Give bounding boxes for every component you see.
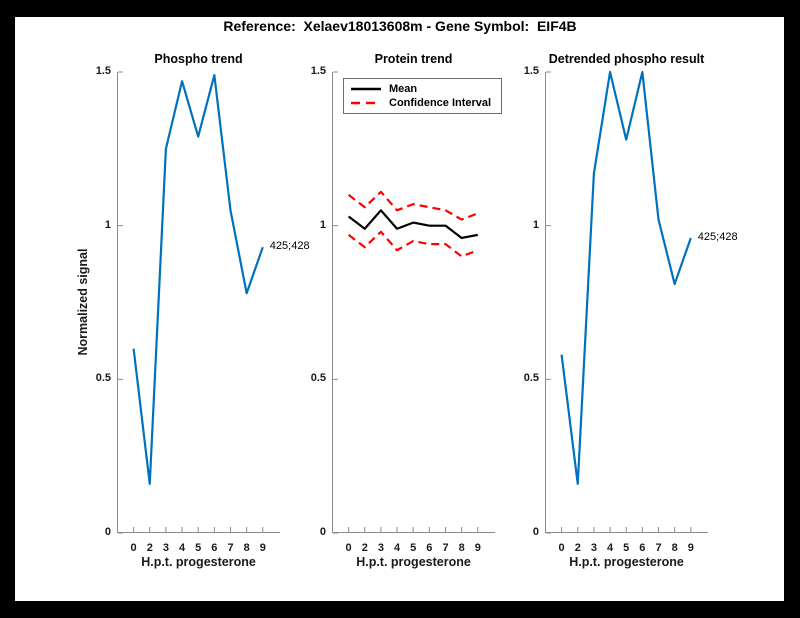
- chart-plot-area: [332, 71, 495, 534]
- y-tick-label: 1.5: [523, 65, 539, 77]
- y-tick-label: 1: [532, 218, 539, 231]
- subplot-title: Protein trend: [374, 52, 453, 66]
- x-tick-label: 6: [639, 542, 646, 554]
- y-tick-label: 0: [104, 526, 111, 538]
- x-tick-label: 7: [655, 542, 662, 554]
- x-tick-label: 6: [211, 542, 218, 554]
- confidence-upper-line: [347, 190, 479, 221]
- legend-entry: Mean: [351, 83, 491, 95]
- x-tick-label: 3: [377, 542, 384, 554]
- x-tick-label: 3: [590, 542, 597, 554]
- x-tick-label: 5: [410, 542, 417, 554]
- y-tick-label: 1: [319, 218, 326, 231]
- x-tick-label: 8: [243, 542, 250, 554]
- x-tick-label: 7: [227, 542, 234, 554]
- x-tick-label: 7: [442, 542, 449, 554]
- x-axis-label: H.p.t. progesterone: [141, 555, 256, 569]
- x-tick-label: 5: [195, 542, 202, 554]
- x-tick-label: 2: [146, 542, 153, 554]
- x-tick-label: 3: [162, 542, 169, 554]
- detrended-phospho-signal-line: [560, 70, 692, 485]
- x-tick-label: 4: [393, 542, 401, 554]
- y-tick-label: 0: [532, 526, 539, 538]
- x-tick-label: 0: [345, 542, 352, 554]
- x-tick-label: 8: [671, 542, 678, 554]
- legend: Mean Confidence Interval: [343, 78, 503, 114]
- confidence-lower-line: [347, 230, 479, 258]
- endpoint-annotation: 425;428: [697, 230, 738, 243]
- y-tick-label: 0: [319, 526, 326, 538]
- legend-label: Mean: [389, 83, 418, 95]
- y-tick-label: 1.5: [95, 65, 111, 77]
- legend-entry: Confidence Interval: [351, 97, 491, 109]
- dashed-line-sample-icon: [351, 101, 381, 105]
- x-tick-label: 9: [259, 542, 266, 554]
- y-tick-label: 0.5: [95, 372, 111, 385]
- x-tick-label: 0: [130, 542, 137, 554]
- solid-line-sample-icon: [351, 87, 381, 91]
- legend-label: Confidence Interval: [389, 97, 492, 109]
- endpoint-annotation: 425;428: [269, 240, 310, 253]
- mean-line: [347, 209, 479, 240]
- x-tick-label: 0: [558, 542, 565, 554]
- x-tick-label: 9: [474, 542, 481, 554]
- y-tick-label: 0.5: [523, 372, 539, 385]
- x-tick-label: 4: [606, 542, 614, 554]
- subplot-title: Detrended phospho result: [548, 52, 705, 66]
- x-tick-label: 9: [687, 542, 694, 554]
- y-tick-label: 1: [104, 218, 111, 231]
- y-tick-label: 1.5: [310, 65, 326, 77]
- figure-title: Reference: Xelaev18013608m - Gene Symbol…: [223, 18, 577, 34]
- figure-background: [15, 17, 784, 601]
- x-axis-label: H.p.t. progesterone: [356, 555, 471, 569]
- chart-plot-area: [545, 70, 708, 534]
- x-tick-label: 8: [458, 542, 465, 554]
- x-tick-label: 2: [361, 542, 368, 554]
- subplot-title: Phospho trend: [154, 52, 243, 66]
- x-tick-label: 2: [574, 542, 581, 554]
- y-axis-label: Normalized signal: [76, 248, 90, 356]
- y-tick-label: 0.5: [310, 372, 326, 385]
- x-axis-label: H.p.t. progesterone: [569, 555, 684, 569]
- subplot-detrended-phospho: Detrended phospho result H.p.t. progeste…: [524, 52, 738, 569]
- x-tick-label: 4: [178, 542, 186, 554]
- x-tick-label: 6: [426, 542, 433, 554]
- chart-plot-area: [117, 71, 280, 534]
- phospho-signal-line: [132, 73, 264, 485]
- x-tick-label: 5: [623, 542, 630, 554]
